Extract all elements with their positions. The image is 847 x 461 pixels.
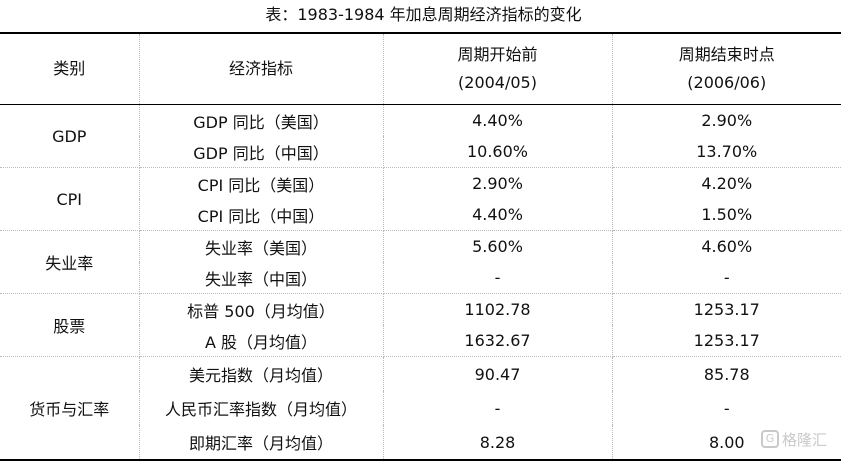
header-end-line2: (2006/06) [687, 73, 767, 92]
before-value-cell: 2.90% [383, 167, 613, 199]
before-value-cell: 1102.78 [383, 293, 613, 325]
header-end-line1: 周期结束时点 [678, 45, 775, 64]
end-value-cell: 1253.17 [612, 325, 841, 357]
end-value-cell: - [723, 398, 730, 418]
table-row: CPI CPI 同比（美国） 2.90% 4.20% [0, 167, 841, 231]
category-cell: GDP [0, 104, 140, 168]
header-row: 类别 经济指标 周期开始前 (2004/05) 周期结束时点 (2006/06) [0, 32, 841, 105]
category-cell: 股票 [0, 293, 140, 357]
end-value-cell: 4.20% [701, 174, 753, 193]
category-cell: CPI [0, 167, 140, 231]
end-value-cell: 2.90% [701, 111, 753, 130]
before-value-cell: - [383, 262, 613, 294]
indicator-cell: 失业率（美国） [139, 230, 384, 262]
before-value-cell: - [383, 391, 613, 425]
table-row: 失业率（中国） - - [0, 262, 841, 294]
header-indicator: 经济指标 [139, 32, 384, 105]
indicator-cell: GDP 同比（中国） [139, 136, 384, 168]
category-cell: 失业率 [0, 230, 140, 294]
header-before-line1: 周期开始前 [457, 45, 538, 64]
table-title: 表：1983-1984 年加息周期经济指标的变化 [265, 5, 582, 24]
end-value-cell: - [612, 262, 841, 294]
indicator-cell: A 股（月均值） [139, 325, 384, 357]
table-row: A 股（月均值） 1632.67 1253.17 [0, 325, 841, 357]
header-before-line2: (2004/05) [458, 73, 537, 92]
table-row: 人民币汇率指数（月均值） - - [0, 391, 841, 425]
watermark: G 格隆汇 [761, 426, 841, 452]
table-row: CPI 同比（中国） 4.40% 1.50% [0, 199, 841, 231]
table-row: GDP GDP 同比（美国） 4.40% 2.90% [0, 104, 841, 168]
before-value-cell: 1632.67 [383, 325, 613, 357]
indicator-cell: GDP 同比（美国） [139, 104, 384, 136]
end-value-cell: 1.50% [612, 199, 841, 231]
end-value-cell: 85.78 [703, 364, 750, 384]
table-row: GDP 同比（中国） 10.60% 13.70% [0, 136, 841, 168]
indicator-cell: CPI 同比（中国） [139, 199, 384, 231]
table-row: 货币与汇率 美元指数（月均值） 90.47 85.78 [0, 356, 841, 461]
category-cell: 货币与汇率 [0, 356, 140, 461]
before-value-cell: 4.40% [383, 104, 613, 136]
header-category: 类别 [0, 32, 140, 105]
indicator-cell: CPI 同比（美国） [139, 167, 384, 199]
header-end: 周期结束时点 (2006/06) [612, 32, 841, 105]
data-table: 类别 经济指标 周期开始前 (2004/05) 周期结束时点 (2006/06)… [0, 32, 841, 461]
before-value-cell: 10.60% [383, 136, 613, 168]
before-value-cell: 4.40% [383, 199, 613, 231]
end-value-cell: 13.70% [612, 136, 841, 168]
indicator-cell: 失业率（中国） [139, 262, 384, 294]
indicator-cell: 人民币汇率指数（月均值） [139, 391, 384, 425]
table-row: 股票 标普 500（月均值） 1102.78 1253.17 [0, 293, 841, 357]
indicator-cell: 美元指数（月均值） [139, 356, 384, 391]
indicator-cell: 标普 500（月均值） [139, 293, 384, 325]
watermark-text: 格隆汇 [782, 430, 828, 449]
gelonghui-logo-icon: G [761, 430, 779, 448]
before-value-cell: 90.47 [383, 356, 613, 391]
end-value-cell: 1253.17 [693, 300, 760, 319]
header-before: 周期开始前 (2004/05) [383, 32, 613, 105]
table-row: 失业率 失业率（美国） 5.60% 4.60% [0, 230, 841, 294]
end-value-cell: 4.60% [701, 237, 753, 256]
before-value-cell: 5.60% [383, 230, 613, 262]
